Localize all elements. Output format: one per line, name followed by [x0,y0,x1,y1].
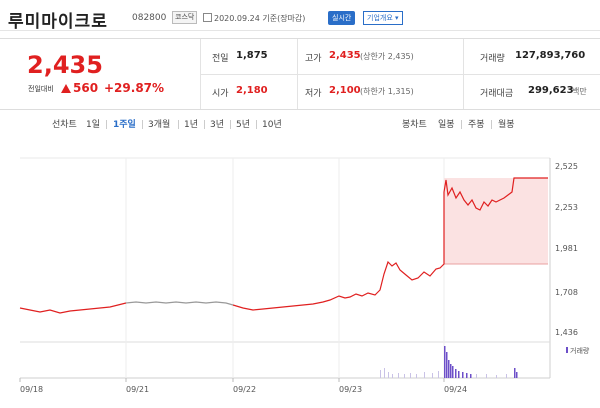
volume-bars-large [444,346,518,378]
tab-5y[interactable]: 5년 [236,120,251,130]
prev-close-value: 1,875 [236,50,268,61]
divider [461,120,462,129]
tab-10y[interactable]: 10년 [262,120,282,130]
change-amount: 560 [73,81,99,95]
change-percent: +29.87% [104,81,165,95]
x-ticks [19,378,445,382]
chart-tabs: 선차트 1일 1주일 3개월 1년 3년 5년 10년 봉차트 일봉 주봉 월봉 [0,114,600,134]
volume-bars-small [380,368,507,378]
price-chart: 2,525 2,253 1,981 1,708 1,436 거래량 [0,150,600,404]
y-tick-label: 1,708 [555,288,578,297]
stock-name: 루미마이크로 [8,12,108,32]
divider [178,120,179,129]
tab-3y[interactable]: 3년 [210,120,225,130]
day-range-band [444,178,548,264]
market-badge: 코스닥 [172,11,198,24]
y-tick-label: 2,253 [555,203,578,212]
divider [106,120,107,129]
price-line-flat [125,301,234,306]
calendar-icon [203,13,212,22]
divider [230,120,231,129]
price-line-up [19,302,127,314]
y-tick-label: 1,981 [555,244,578,253]
divider [200,74,600,75]
realtime-button[interactable]: 실시간 [328,11,356,25]
stock-header: 루미마이크로 082800 코스닥 2020.09.24 기준(장마감) 실시간… [0,0,600,32]
tab-daily[interactable]: 일봉 [438,120,455,130]
x-tick-label: 09/21 [126,385,149,394]
x-tick-label: 09/23 [339,385,362,394]
volume-label: 거래량 [480,54,505,64]
x-tick-label: 09/24 [444,385,467,394]
trade-amount-label: 거래대금 [480,89,514,99]
divider [142,120,143,129]
open-label: 시가 [212,89,229,99]
stock-code: 082800 [132,13,167,23]
divider [204,120,205,129]
up-arrow-icon [61,84,71,93]
volume-legend-swatch [566,347,568,353]
tab-weekly[interactable]: 주봉 [468,120,485,130]
tab-1d[interactable]: 1일 [86,120,101,130]
tab-1w[interactable]: 1주일 [113,120,136,130]
tab-candle-chart: 봉차트 [402,120,427,130]
y-tick-label: 1,436 [555,328,578,337]
tab-3m[interactable]: 3개월 [148,120,171,130]
quote-panel: 2,435 전일대비 560 +29.87% 전일 1,875 고가 2,435… [0,38,600,110]
low-label: 저가 [305,89,322,99]
x-tick-label: 09/18 [20,385,43,394]
company-overview-button[interactable]: 기업개요 ▾ [363,11,403,25]
divider [491,120,492,129]
date-info: 2020.09.24 기준(장마감) [214,14,306,23]
change-label: 전일대비 [28,85,54,93]
trade-amount-value: 299,623 [528,85,574,96]
current-price: 2,435 [27,51,103,79]
tab-line-chart: 선차트 [52,120,77,130]
tab-1y[interactable]: 1년 [184,120,199,130]
high-label: 고가 [305,54,322,64]
y-tick-label: 2,525 [555,162,578,171]
open-value: 2,180 [236,85,268,96]
price-line-up [232,177,548,311]
volume-legend-label: 거래량 [570,346,590,355]
high-value: 2,435 [329,50,361,61]
x-tick-label: 09/22 [233,385,256,394]
volume-value: 127,893,760 [515,50,586,61]
trade-amount-unit: 백만 [572,87,587,96]
prev-close-label: 전일 [212,54,229,64]
upper-limit: (상한가 2,435) [360,52,414,61]
divider [256,120,257,129]
low-value: 2,100 [329,85,361,96]
tab-monthly[interactable]: 월봉 [498,120,515,130]
lower-limit: (하한가 1,315) [360,87,414,96]
